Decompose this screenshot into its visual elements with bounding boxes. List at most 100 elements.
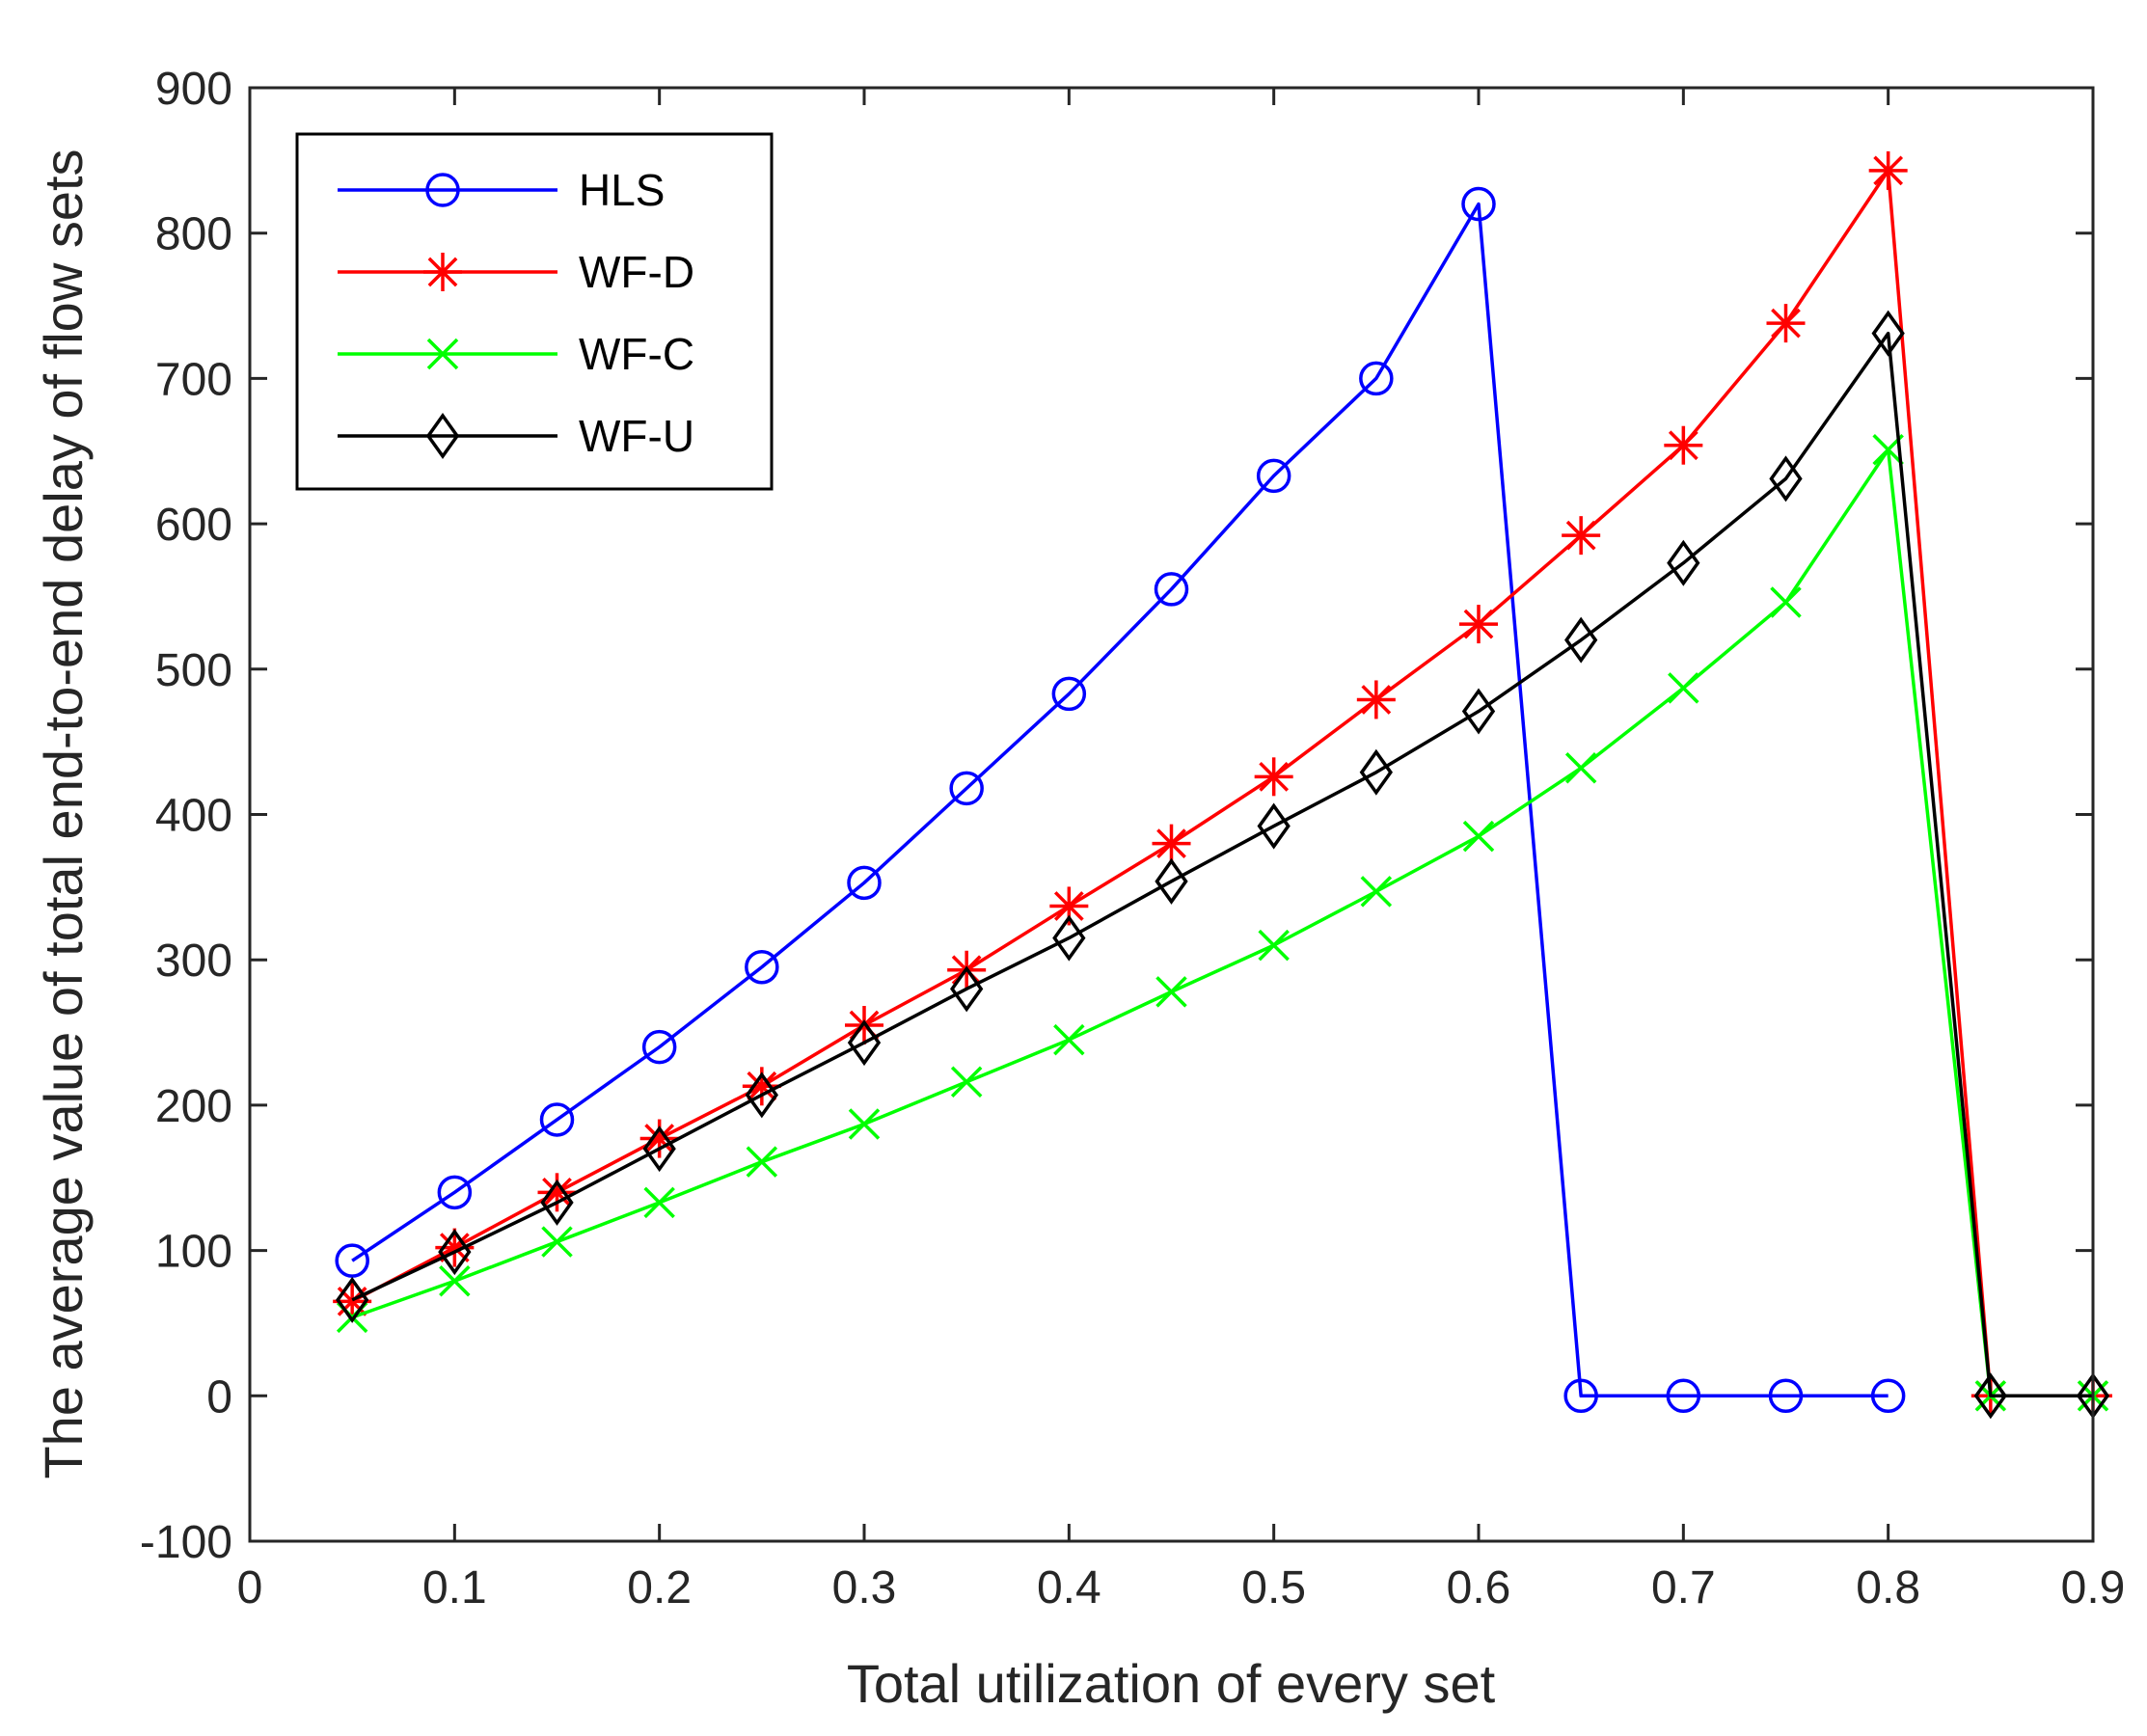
legend-entry-wf-u: WF-U — [338, 411, 694, 461]
legend-label: WF-D — [579, 247, 694, 297]
data-point-hls — [1870, 1378, 1906, 1414]
data-point-wf-d — [1664, 425, 1703, 465]
series-line-wf-c — [351, 448, 2093, 1398]
data-point-hls — [1051, 676, 1087, 712]
x-tick-label: 0 — [237, 1562, 263, 1614]
data-point-wf-u — [1667, 539, 1700, 586]
legend-label: WF-C — [579, 329, 694, 379]
x-stroke — [1155, 976, 1187, 1008]
x-tick-label: 0.5 — [1241, 1562, 1306, 1614]
y-tick-label: -100 — [140, 1517, 232, 1568]
x-stroke — [439, 1265, 471, 1297]
asterisk-stroke — [1053, 891, 1084, 921]
data-point-hls — [847, 865, 882, 901]
data-point-wf-c — [1564, 752, 1597, 784]
data-point-wf-u — [540, 1179, 574, 1226]
series-hls — [335, 186, 1906, 1414]
x-stroke — [950, 1066, 983, 1099]
series-line-wf-u — [351, 331, 2093, 1398]
asterisk-stroke — [1259, 761, 1290, 792]
data-point-wf-d — [1152, 824, 1191, 863]
data-point-wf-d — [1766, 304, 1806, 343]
data-point-wf-u — [1973, 1372, 2007, 1420]
y-axis-ticks: -100 0 100 200 300 400 500 600 700 800 900 — [140, 64, 2093, 1568]
y-tick-label: 600 — [155, 500, 232, 551]
data-point-wf-u — [336, 1276, 369, 1323]
x-axis-ticks: 0 0.1 0.2 0.3 0.4 0.5 0.6 0.7 0.8 0.9 — [237, 88, 2126, 1614]
data-point-wf-u — [1257, 802, 1291, 850]
data-point-hls — [641, 1029, 677, 1065]
asterisk-stroke — [1463, 609, 1494, 639]
asterisk-stroke — [1771, 308, 1801, 339]
series-wf-d — [333, 150, 2112, 1416]
x-stroke — [1360, 876, 1393, 908]
data-point-hls — [539, 1102, 575, 1137]
plot-frame — [248, 86, 2095, 1543]
asterisk-stroke — [542, 1177, 572, 1207]
legend-box — [295, 132, 774, 491]
legend-marker — [425, 173, 460, 207]
y-tick-label: 900 — [155, 64, 232, 115]
x-stroke — [426, 338, 459, 370]
x-stroke — [1564, 752, 1597, 784]
data-point-wf-d — [1868, 150, 1908, 190]
series-line-wf-d — [351, 169, 2093, 1398]
y-tick-label: 400 — [155, 791, 232, 842]
legend-entry-wf-c: WF-C — [338, 329, 694, 379]
x-stroke — [1668, 672, 1699, 704]
data-point-wf-u — [1769, 455, 1803, 502]
y-axis-label: The average value of total end-to-end de… — [33, 149, 94, 1478]
data-point-wf-u — [1155, 857, 1188, 905]
asterisk-stroke — [1156, 828, 1186, 859]
data-point-wf-c — [848, 1108, 881, 1140]
y-tick-label: 800 — [155, 209, 232, 260]
data-point-wf-u — [438, 1229, 472, 1276]
data-point-wf-c — [1462, 820, 1495, 853]
y-tick-label: 0 — [206, 1371, 232, 1423]
data-point-wf-u — [1564, 616, 1598, 664]
data-point-hls — [1461, 186, 1496, 222]
x-tick-label: 0.4 — [1037, 1562, 1101, 1614]
data-point-wf-c — [1155, 976, 1187, 1008]
data-point-hls — [1768, 1378, 1804, 1414]
data-point-hls — [1256, 458, 1291, 494]
x-stroke — [848, 1108, 881, 1140]
asterisk-stroke — [1361, 685, 1392, 715]
series-layer — [333, 150, 2112, 1420]
data-point-wf-u — [1359, 748, 1393, 796]
data-point-wf-d — [1562, 516, 1601, 556]
data-point-hls — [1359, 361, 1394, 396]
data-point-hls — [745, 949, 779, 985]
data-point-hls — [335, 1243, 369, 1278]
data-point-wf-c — [1258, 929, 1290, 962]
asterisk-stroke — [747, 1071, 777, 1101]
data-point-wf-u — [1052, 914, 1086, 962]
series-wf-c — [336, 434, 2109, 1412]
data-point-wf-c — [1770, 586, 1802, 618]
x-stroke — [541, 1226, 573, 1258]
series-wf-u — [336, 310, 2110, 1420]
asterisk-stroke — [644, 1124, 675, 1153]
x-tick-label: 0.2 — [627, 1562, 692, 1614]
data-point-hls — [949, 771, 984, 806]
legend-marker — [426, 338, 459, 370]
x-tick-label: 0.9 — [2061, 1562, 2126, 1614]
data-point-wf-c — [439, 1265, 471, 1297]
asterisk-stroke — [427, 257, 458, 287]
legend-entry-hls: HLS — [338, 165, 665, 215]
x-stroke — [1770, 586, 1802, 618]
x-stroke — [746, 1146, 778, 1178]
x-stroke — [643, 1186, 675, 1219]
data-point-wf-d — [1254, 757, 1293, 797]
y-tick-label: 200 — [155, 1081, 232, 1132]
data-point-wf-c — [1360, 876, 1393, 908]
data-point-wf-d — [1459, 605, 1498, 644]
data-point-wf-u — [642, 1126, 676, 1173]
legend-entry-wf-d: WF-D — [338, 247, 694, 297]
data-point-wf-d — [639, 1119, 679, 1158]
x-tick-label: 0.3 — [832, 1562, 897, 1614]
data-point-wf-u — [1461, 688, 1496, 735]
legend-label: WF-U — [579, 411, 694, 461]
legend-marker — [425, 412, 460, 460]
